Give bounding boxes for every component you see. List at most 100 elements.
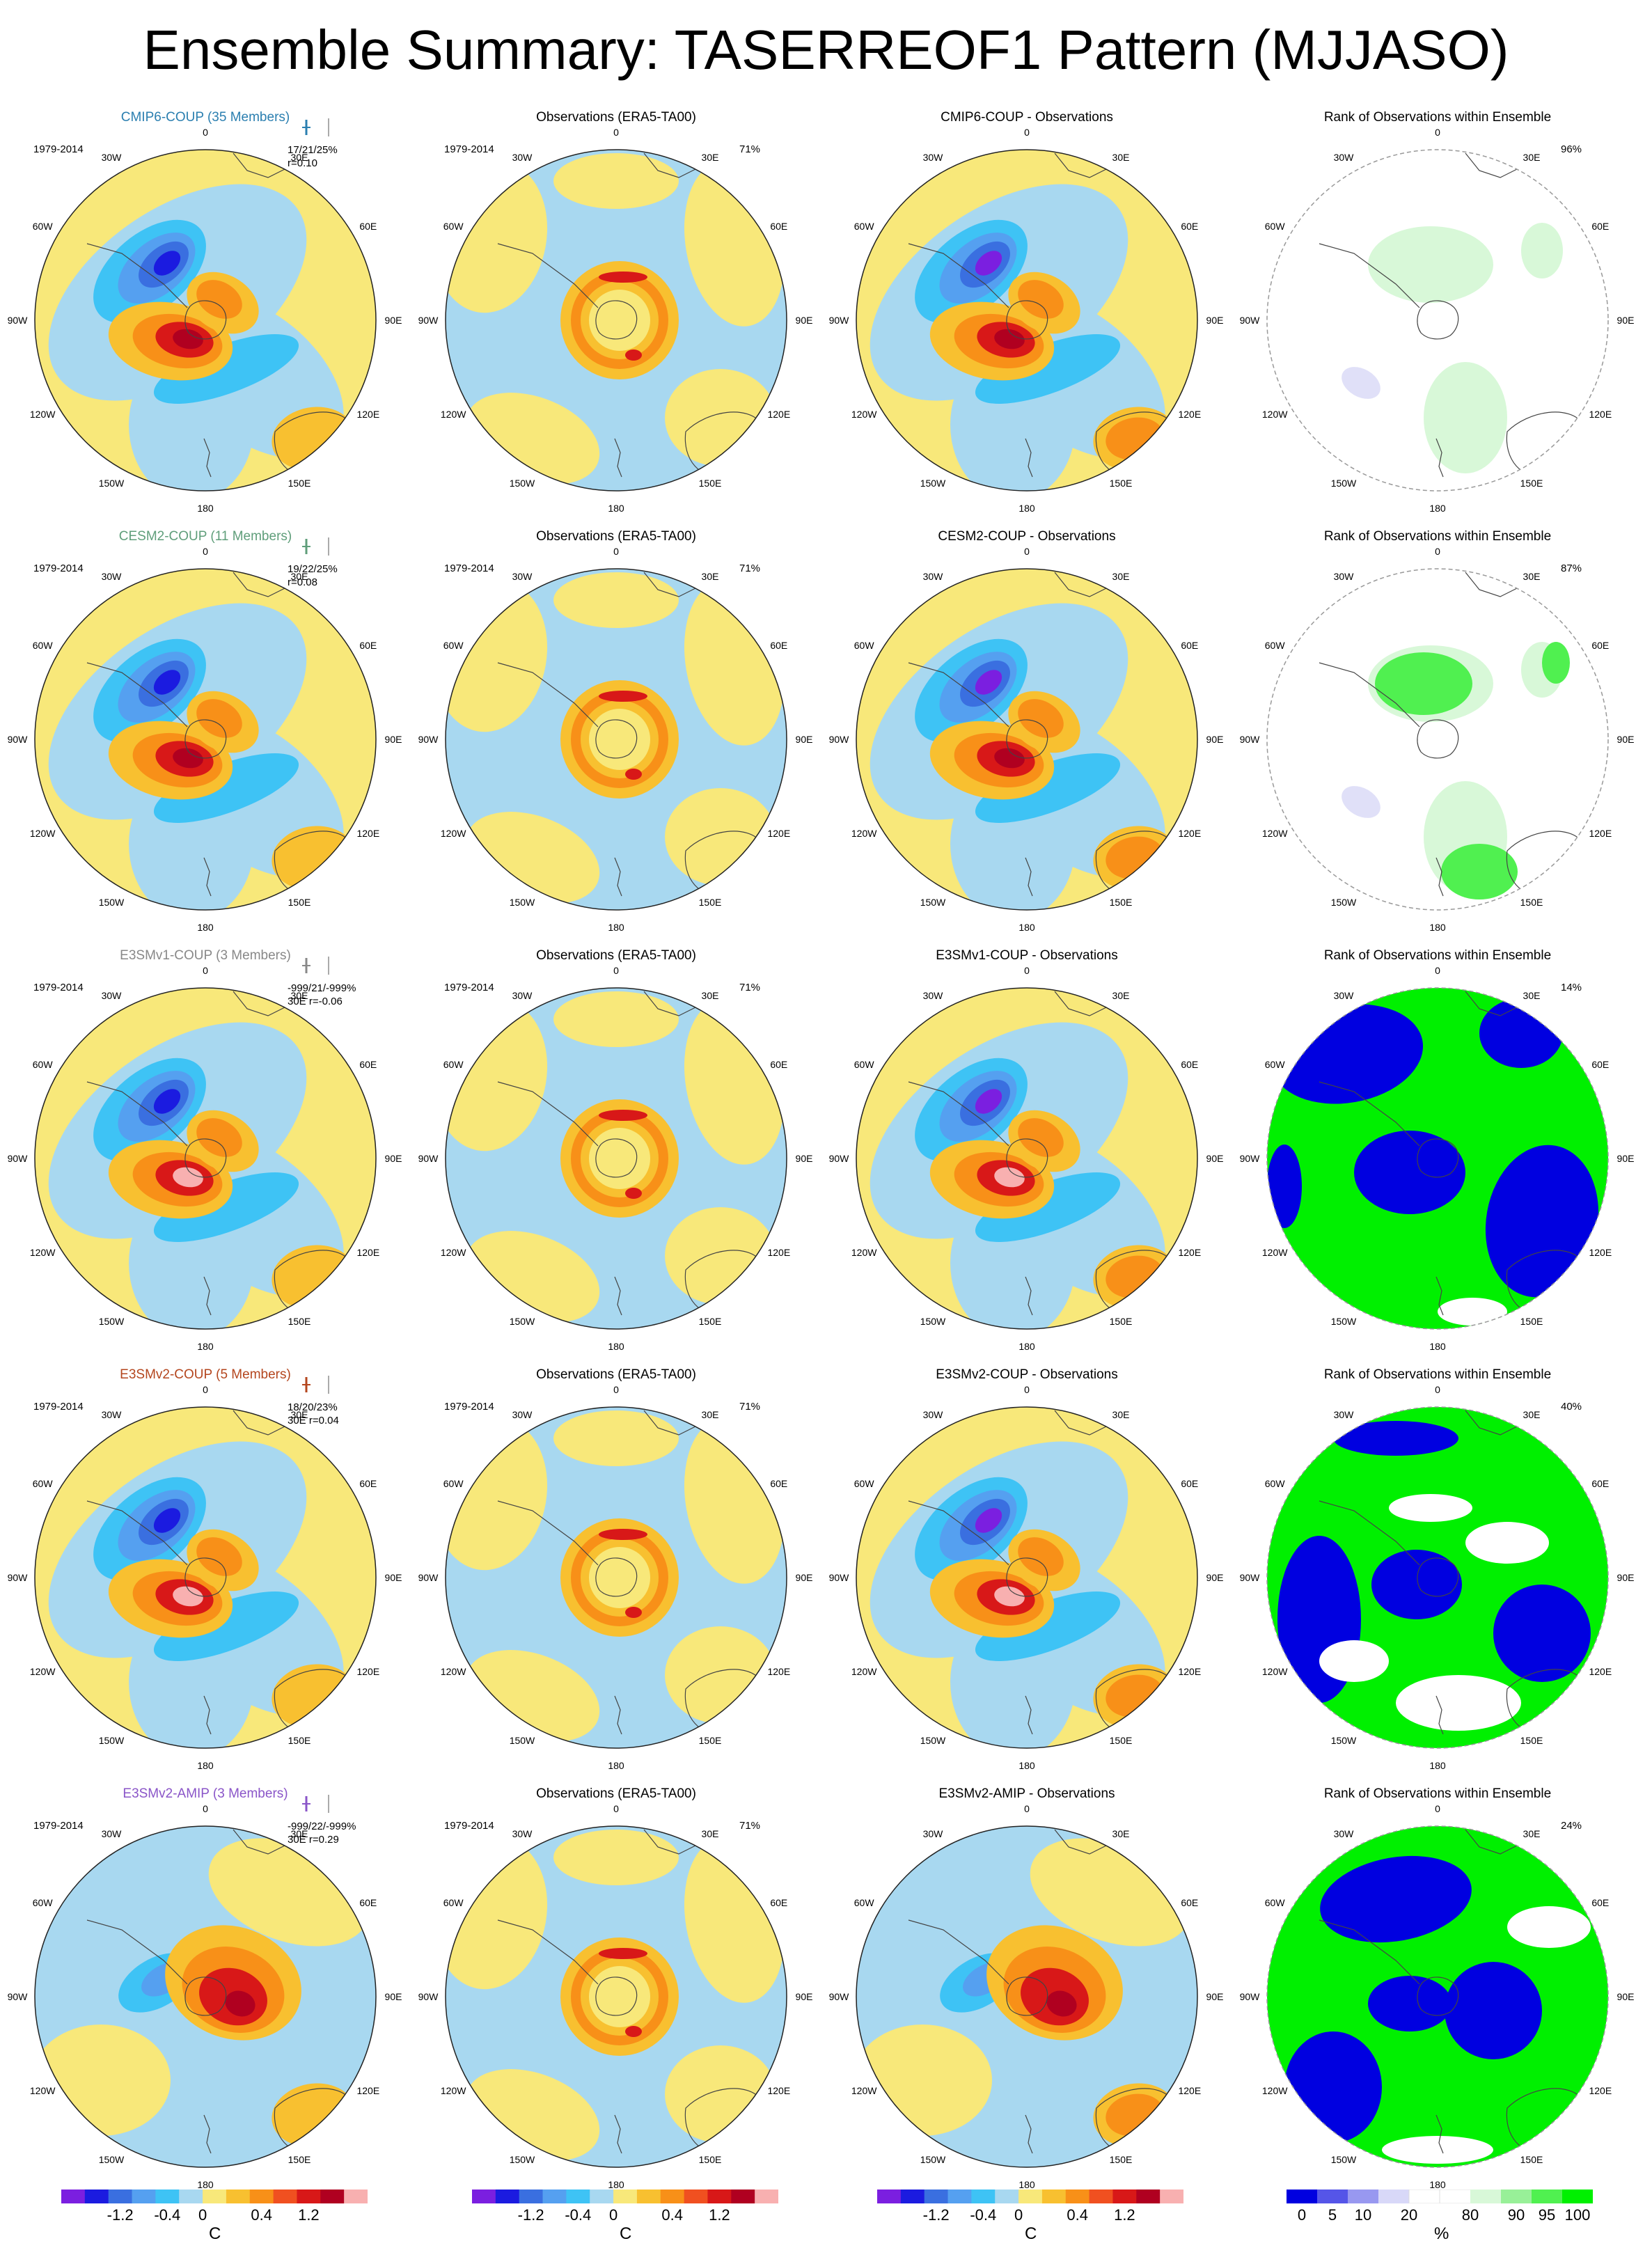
longitude-label: 150W [510, 478, 535, 489]
field-contour [599, 1110, 647, 1121]
south-america-coastline [497, 1919, 599, 1985]
field-contour [225, 1990, 255, 2017]
longitude-label: 30E [702, 990, 719, 1001]
longitude-label: 60W [1265, 1478, 1286, 1489]
period-label: 1979-2014 [444, 1401, 494, 1413]
africa-coastline [233, 152, 290, 178]
longitude-label: 150W [510, 1316, 535, 1327]
field-contour [1445, 1962, 1542, 2059]
polar-map: 0 30E 60E 90E 120E 150E 180 150W 120W 90W 60W 30W [8, 965, 402, 1352]
longitude-label: 0 [1024, 546, 1030, 557]
map-boundary [1266, 1406, 1609, 1749]
colorbar-swatch [731, 2190, 755, 2203]
longitude-label: 60E [770, 221, 787, 232]
ensemble-stats: 19/22/25% r=0.08 [288, 563, 338, 589]
longitude-label: 90E [1206, 1153, 1224, 1164]
longitude-label: 90E [385, 734, 402, 745]
field-contour [665, 788, 776, 886]
colorbar-tick-label: -1.2 [922, 2206, 950, 2224]
observations-panel: Observations (ERA5-TA00) 1979-2014 71% 0 30E… [411, 524, 821, 941]
ensemble-stats: 17/21/25% r=0.10 [288, 143, 338, 170]
percent-label: 71% [739, 1401, 761, 1413]
colorbar-tick-label: 0.4 [251, 2206, 272, 2224]
colorbar-swatch [472, 2190, 496, 2203]
new-zealand-coastline [1435, 857, 1444, 897]
field-contour [975, 1172, 1121, 1242]
colorbar-swatch [1112, 2190, 1137, 2203]
field-contour [153, 670, 181, 695]
model-panel: E3SMv2-AMIP (3 Members) 1979-2014 -999/22/… [0, 1781, 411, 2199]
longitude-label: 30W [512, 1828, 533, 1839]
longitude-label: 90E [796, 315, 813, 326]
field-contour [625, 349, 642, 361]
polar-map: 0 30E 60E 90E 120E 150E 180 150W 120W 90W 60W 30W [8, 1803, 402, 2190]
polar-map: 0 30E 60E 90E 120E 150E 180 150W 120W 90W 60W 30W [8, 546, 402, 933]
field-contour [1319, 1640, 1389, 1682]
colorbar-swatch [1501, 2190, 1532, 2203]
new-zealand-coastline [1435, 438, 1444, 478]
longitude-label: 30E [1523, 1828, 1541, 1839]
field-contour [153, 1591, 299, 1661]
field-contour [975, 753, 1121, 823]
map-field [35, 1826, 376, 2167]
longitude-label: 150W [99, 2154, 125, 2165]
field-contour [1006, 2052, 1089, 2094]
colorbar-swatch [1089, 2190, 1113, 2203]
longitude-label: 0 [1435, 1384, 1440, 1395]
longitude-label: 30E [291, 1828, 308, 1839]
field-contour [1018, 280, 1064, 319]
south-america-coastline [497, 1081, 599, 1147]
coastlines [497, 991, 765, 1316]
longitude-label: 30W [1334, 571, 1355, 582]
panel-title: E3SMv1-COUP (3 Members) [120, 948, 291, 963]
longitude-label: 60E [1181, 1897, 1198, 1908]
new-zealand-coastline [1025, 2114, 1033, 2154]
longitude-label: 150W [99, 1316, 125, 1327]
longitude-label: 30E [1112, 1828, 1130, 1839]
longitude-label: 30E [702, 1828, 719, 1839]
colorbar-swatch [1532, 2190, 1563, 2203]
polar-map: 0 30E 60E 90E 120E 150E 180 150W 120W 90W 60W 30W [1240, 1384, 1635, 1771]
new-zealand-coastline [1435, 2114, 1444, 2154]
longitude-label: 90E [796, 734, 813, 745]
longitude-label: 120E [356, 1247, 379, 1258]
colorbar-tick-label: -0.4 [154, 2206, 181, 2224]
field-contour [1424, 362, 1507, 473]
panel-title: Rank of Observations within Ensemble [1323, 110, 1552, 125]
panel-title: E3SMv2-AMIP - Observations [938, 1786, 1115, 1801]
stats-correlation: 30E r=-0.06 [288, 996, 343, 1007]
colorbar-swatch [1562, 2190, 1593, 2203]
percent-label: 14% [1561, 982, 1582, 993]
longitude-label: 30E [1523, 152, 1541, 163]
stats-percent: -999/21/-999% [288, 982, 356, 994]
polar-map: 0 30E 60E 90E 120E 150E 180 150W 120W 90W 60W 30W [8, 127, 402, 514]
longitude-label: 0 [1435, 965, 1440, 976]
map-boundary [445, 1825, 787, 2168]
south-america-coastline [497, 243, 599, 308]
field-contour [1375, 652, 1472, 715]
longitude-label: 150W [510, 2154, 535, 2165]
difference-panel: E3SMv2-COUP - Observations 0 30E 60E 90E 120E… [821, 1362, 1232, 1779]
south-america-coastline [908, 1919, 1009, 1985]
map-boundary [34, 568, 377, 911]
panel-title: Observations (ERA5-TA00) [536, 948, 696, 963]
longitude-label: 90W [829, 1572, 850, 1583]
field-contour [589, 1547, 650, 1608]
new-zealand-coastline [1435, 1276, 1444, 1316]
field-contour [196, 1537, 242, 1576]
longitude-label: 90E [1617, 1991, 1635, 2002]
longitude-label: 30W [512, 152, 533, 163]
model-panel: CESM2-COUP (11 Members) 1979-2014 19/22/25… [0, 524, 411, 941]
south-america-coastline [908, 662, 1009, 728]
africa-coastline [1465, 152, 1522, 178]
percent-label: 87% [1561, 563, 1582, 574]
polar-map: 0 30E 60E 90E 120E 150E 180 150W 120W 90W 60W 30W [418, 965, 813, 1352]
longitude-label: 150W [1331, 2154, 1357, 2165]
field-contour [1371, 1550, 1462, 1619]
longitude-label: 180 [608, 922, 624, 933]
coastlines [86, 152, 354, 478]
longitude-label: 120E [1178, 2085, 1201, 2096]
longitude-label: 90W [829, 734, 850, 745]
map-boundary [856, 1825, 1198, 2168]
antarctica-coastline [595, 719, 638, 759]
